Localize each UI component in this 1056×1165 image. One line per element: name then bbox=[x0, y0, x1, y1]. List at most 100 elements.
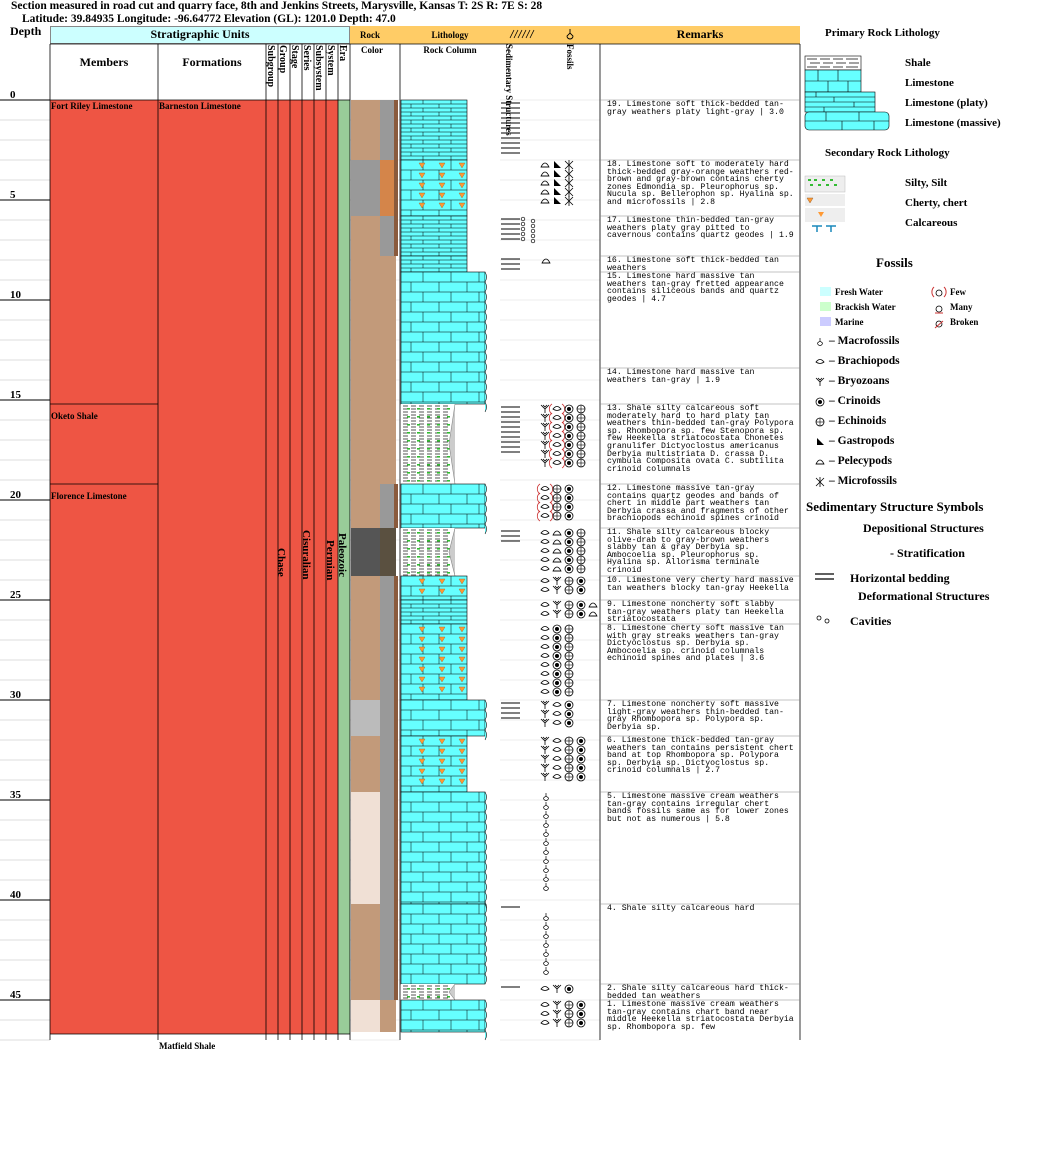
lithology-interval bbox=[400, 215, 468, 257]
silt-mark bbox=[437, 532, 440, 534]
macro-icon bbox=[543, 874, 549, 882]
macro-icon bbox=[543, 820, 549, 828]
silt-mark bbox=[427, 564, 430, 566]
silt-mark bbox=[417, 572, 420, 574]
massive-edge bbox=[484, 281, 487, 293]
crinoid-icon bbox=[564, 431, 574, 441]
lithology-header: Lithology bbox=[431, 30, 469, 40]
rock-color-main bbox=[351, 1000, 380, 1032]
silt-mark bbox=[417, 448, 420, 450]
rock-color-edge bbox=[394, 984, 398, 1000]
color-header: Color bbox=[361, 45, 383, 55]
members-header: Members bbox=[79, 55, 129, 69]
chert-mark bbox=[458, 626, 466, 633]
bryozoan-icon bbox=[540, 404, 550, 413]
silt-mark bbox=[447, 456, 450, 458]
lithology-interval bbox=[400, 999, 487, 1041]
brachiopod-icon bbox=[540, 557, 550, 562]
bryozoan-icon bbox=[540, 772, 550, 781]
chert-mark bbox=[438, 768, 446, 775]
brachiopod_few-icon bbox=[548, 403, 566, 415]
chert-mark bbox=[458, 588, 466, 595]
massive-edge bbox=[484, 1019, 487, 1031]
silt-mark bbox=[427, 456, 430, 458]
microfossil-icon bbox=[564, 178, 574, 188]
silt-mark bbox=[417, 988, 420, 990]
crinoid-icon bbox=[576, 1009, 586, 1019]
chert-mark bbox=[438, 578, 446, 585]
bryozoan-icon bbox=[540, 718, 550, 727]
legend-freshwater-label: Fresh Water bbox=[835, 287, 883, 297]
crinoid-icon bbox=[576, 736, 586, 746]
crinoid-icon bbox=[576, 772, 586, 782]
cavity-mark bbox=[520, 231, 526, 237]
echinoid-icon bbox=[552, 511, 562, 521]
echinoid-icon bbox=[564, 660, 574, 670]
legend-limestone-massive-swatch bbox=[804, 111, 890, 131]
bryozoan-icon bbox=[552, 609, 562, 618]
crinoid-icon bbox=[552, 669, 562, 679]
silt-mark bbox=[447, 464, 450, 466]
crinoid-icon bbox=[576, 745, 586, 755]
silt-mark bbox=[407, 556, 410, 558]
silt-mark bbox=[407, 532, 410, 534]
legend-freshwater-swatch bbox=[820, 287, 831, 296]
chert-mark bbox=[418, 588, 426, 595]
echinoid-icon bbox=[576, 440, 586, 450]
silt-mark bbox=[447, 424, 450, 426]
legend-calcareous-label: Calcareous bbox=[905, 217, 958, 229]
silt-mark bbox=[427, 448, 430, 450]
silt-mark bbox=[407, 416, 410, 418]
massive-edge bbox=[484, 271, 487, 283]
bryozoan-icon bbox=[540, 440, 550, 449]
silt-mark bbox=[437, 564, 440, 566]
horizontal-bedding-icon bbox=[501, 702, 520, 719]
crinoid-icon bbox=[576, 576, 586, 586]
legend-fossil-label: – Bryozoans bbox=[829, 375, 890, 387]
legend-silty-label: Silty, Silt bbox=[905, 177, 948, 189]
silt-mark bbox=[417, 464, 420, 466]
bryozoan-icon bbox=[540, 736, 550, 745]
legend-chert-swatch bbox=[805, 194, 845, 206]
silt-mark bbox=[417, 424, 420, 426]
crinoid-icon bbox=[564, 709, 574, 719]
macro-icon bbox=[543, 883, 549, 891]
sed-structure-header-icon bbox=[509, 29, 535, 39]
silt-mark bbox=[407, 448, 410, 450]
echinoid-icon bbox=[552, 502, 562, 512]
bryozoan-icon bbox=[552, 984, 562, 993]
chert-mark bbox=[418, 172, 426, 179]
legend-fossil-label: – Pelecypods bbox=[829, 455, 892, 467]
rock-color-main bbox=[351, 600, 380, 700]
massive-edge bbox=[484, 943, 487, 955]
echinoid-icon bbox=[576, 449, 586, 459]
legend-sed-title: Sedimentary Structure Symbols bbox=[806, 499, 984, 514]
horizontal-bedding-icon bbox=[501, 218, 520, 240]
bryozoan-icon bbox=[540, 763, 550, 772]
massive-edge bbox=[484, 291, 487, 303]
silt-mark bbox=[407, 440, 410, 442]
crinoid-icon bbox=[576, 754, 586, 764]
microfossil-icon bbox=[564, 196, 574, 206]
rock-color-secondary bbox=[380, 700, 396, 736]
echinoid-icon bbox=[564, 669, 574, 679]
chert-mark bbox=[458, 666, 466, 673]
macro-icon bbox=[543, 967, 549, 975]
crinoid-icon bbox=[552, 624, 562, 634]
bryozoan-icon bbox=[552, 1009, 562, 1018]
legend-horizontal-label: Horizontal bedding bbox=[850, 571, 950, 585]
brachiopod-icon bbox=[540, 689, 550, 694]
echinoid-icon bbox=[576, 564, 586, 574]
silt-mark bbox=[427, 572, 430, 574]
rock-color-main bbox=[351, 160, 380, 216]
macro-icon bbox=[543, 958, 549, 966]
chert-mark bbox=[458, 738, 466, 745]
silt-mark bbox=[437, 480, 440, 482]
legend-cavities-label: Cavities bbox=[850, 614, 892, 628]
limestone-body bbox=[400, 791, 486, 905]
echinoid-icon bbox=[576, 458, 586, 468]
silt-mark bbox=[437, 572, 440, 574]
echinoid-icon bbox=[564, 754, 574, 764]
depth-tick-label: 15 bbox=[10, 389, 22, 401]
crinoid-icon bbox=[576, 1018, 586, 1028]
